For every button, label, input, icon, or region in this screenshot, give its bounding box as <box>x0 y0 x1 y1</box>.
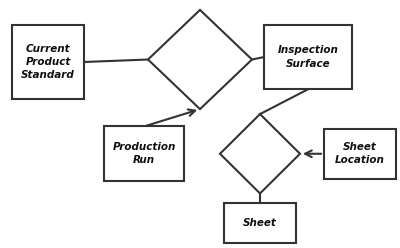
Text: Inspection
Surface: Inspection Surface <box>278 45 338 69</box>
Text: Sheet
Location: Sheet Location <box>335 142 385 165</box>
Text: Current
Product
Standard: Current Product Standard <box>21 44 75 80</box>
FancyBboxPatch shape <box>224 203 296 243</box>
Text: Production
Run: Production Run <box>112 142 176 165</box>
FancyBboxPatch shape <box>12 25 84 99</box>
Polygon shape <box>220 114 300 193</box>
FancyBboxPatch shape <box>324 129 396 179</box>
Text: Sheet: Sheet <box>243 218 277 228</box>
Polygon shape <box>148 10 252 109</box>
FancyBboxPatch shape <box>264 25 352 89</box>
FancyBboxPatch shape <box>104 126 184 181</box>
